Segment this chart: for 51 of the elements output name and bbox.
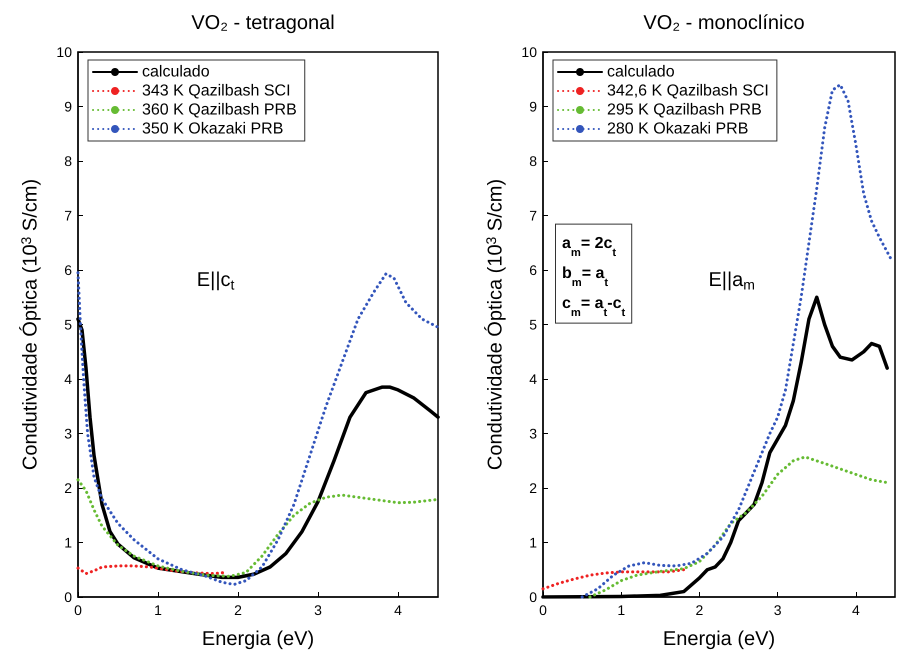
y-tick-label: 2 xyxy=(64,480,72,496)
y-tick-label: 1 xyxy=(529,534,538,550)
legend-label: 343 K Qazilbash SCI xyxy=(142,82,291,100)
y-tick-label: 9 xyxy=(529,98,538,114)
x-tick-label: 3 xyxy=(314,602,322,618)
legend-label: 295 K Qazilbash PRB xyxy=(607,102,762,118)
legend-label: 350 K Okazaki PRB xyxy=(142,120,284,138)
x-tick-label: 4 xyxy=(852,602,860,618)
y-tick-label: 6 xyxy=(529,262,538,278)
chart-title: VO₂ - monoclínico xyxy=(643,12,805,34)
x-tick-label: 1 xyxy=(617,602,626,618)
line-series xyxy=(588,455,889,598)
x-tick-label: 0 xyxy=(74,602,82,618)
y-tick-label: 10 xyxy=(521,44,538,60)
y-tick-label: 7 xyxy=(64,208,72,224)
y-axis-title: Condutividade Óptica (103 S/cm) xyxy=(483,178,506,470)
y-tick-label: 8 xyxy=(529,153,538,169)
chart-title: VO₂ - tetragonal xyxy=(191,12,335,34)
x-tick-label: 3 xyxy=(774,602,782,618)
y-tick-label: 2 xyxy=(529,480,538,496)
legend-label: 342,6 K Qazilbash SCI xyxy=(607,82,769,100)
line-series xyxy=(76,271,440,586)
y-tick-label: 10 xyxy=(56,44,72,60)
legend-label: 360 K Qazilbash PRB xyxy=(142,102,297,118)
y-tick-label: 1 xyxy=(64,534,72,550)
y-tick-label: 9 xyxy=(64,98,72,114)
y-tick-label: 3 xyxy=(64,426,72,442)
legend-label: 280 K Okazaki PRB xyxy=(607,120,748,138)
line-series xyxy=(580,83,893,598)
y-tick-label: 8 xyxy=(64,153,72,169)
x-tick-label: 2 xyxy=(234,602,242,618)
legend-label: calculado xyxy=(142,64,210,80)
x-tick-label: 1 xyxy=(154,602,162,618)
y-tick-label: 0 xyxy=(64,589,72,605)
x-tick-label: 0 xyxy=(539,602,548,618)
x-tick-label: 4 xyxy=(394,602,402,618)
y-axis-title: Condutividade Óptica (103 S/cm) xyxy=(18,178,42,470)
y-tick-label: 7 xyxy=(529,208,538,224)
y-tick-label: 3 xyxy=(529,426,538,442)
x-tick-label: 2 xyxy=(696,602,704,618)
y-tick-label: 4 xyxy=(64,371,72,387)
x-axis-title: Energia (eV) xyxy=(202,628,314,650)
x-axis-title: Energia (eV) xyxy=(662,628,776,650)
y-tick-label: 4 xyxy=(529,371,538,387)
y-tick-label: 5 xyxy=(529,316,538,332)
y-tick-label: 6 xyxy=(64,262,72,278)
line-series xyxy=(542,568,686,590)
y-tick-label: 5 xyxy=(64,316,72,332)
y-tick-label: 0 xyxy=(529,589,538,605)
line-series xyxy=(76,478,440,578)
legend-label: calculado xyxy=(607,64,675,80)
